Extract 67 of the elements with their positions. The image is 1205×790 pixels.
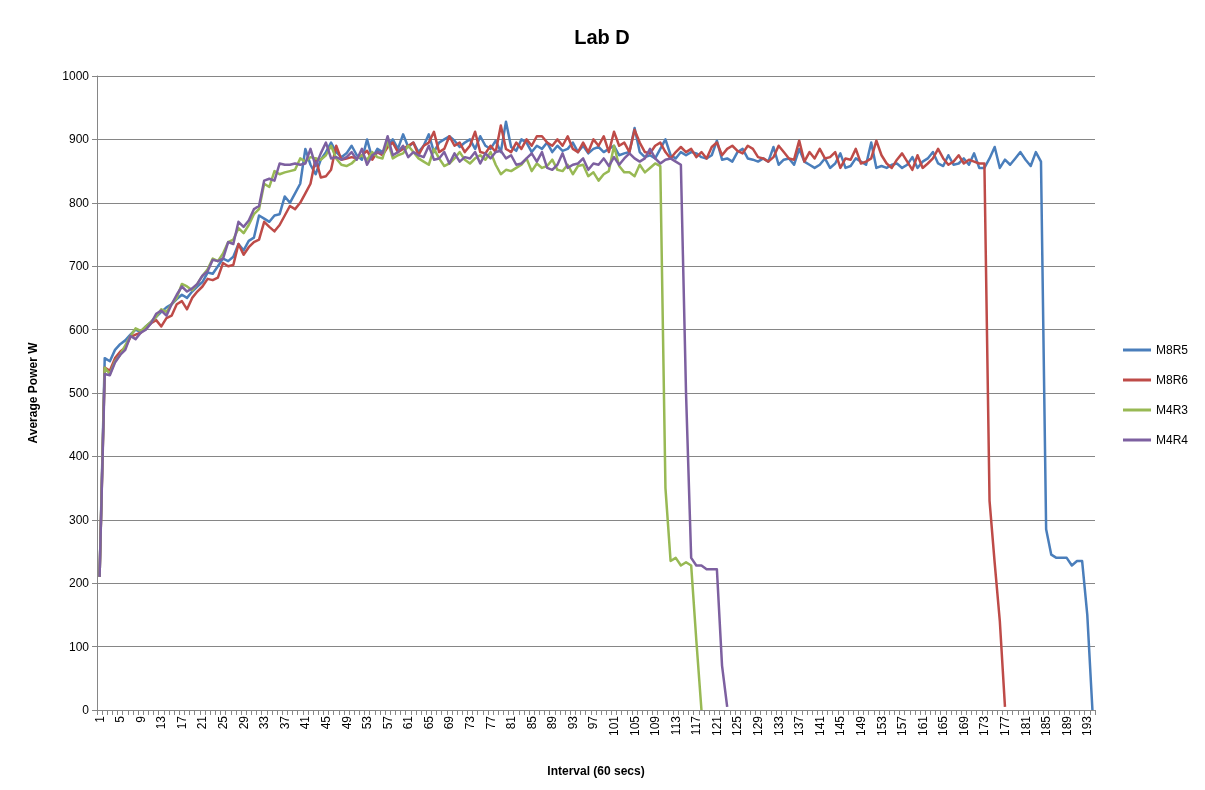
x-tick-label: 193	[1080, 715, 1095, 737]
x-tick-label: 105	[627, 715, 642, 737]
y-tick-label: 200	[68, 576, 90, 591]
x-tick-label: 101	[607, 715, 622, 737]
x-tick-label: 109	[648, 715, 663, 737]
x-tick-label: 45	[318, 715, 333, 730]
x-tick-label: 53	[360, 715, 375, 730]
x-tick-label: 21	[195, 715, 210, 730]
x-axis-title: Interval (60 secs)	[547, 764, 645, 778]
x-tick-label: 145	[833, 715, 848, 737]
x-tick-label: 141	[812, 715, 827, 737]
y-tick-label: 300	[68, 512, 90, 527]
x-tick-label: 117	[689, 715, 704, 736]
legend-label: M8R6	[1155, 373, 1189, 387]
x-tick-label: 181	[1018, 715, 1033, 737]
legend-label: M4R3	[1155, 403, 1189, 417]
x-tick-label: 93	[565, 715, 580, 730]
x-tick-label: 61	[401, 715, 416, 730]
x-tick-label: 133	[771, 715, 786, 737]
legend-label: M8R5	[1155, 343, 1189, 357]
x-tick-label: 157	[895, 715, 910, 737]
x-tick-label: 149	[853, 715, 868, 737]
x-tick-label: 1	[92, 715, 107, 723]
x-tick-label: 85	[524, 715, 539, 730]
x-tick-label: 5	[113, 715, 128, 723]
x-tick-label: 125	[730, 715, 745, 737]
x-tick-label: 25	[216, 715, 231, 730]
x-tick-label: 81	[504, 715, 519, 730]
y-tick-label: 500	[68, 386, 90, 400]
x-tick-label: 33	[257, 715, 272, 730]
x-tick-label: 169	[956, 715, 971, 737]
y-tick-label: 800	[68, 195, 90, 210]
x-tick-label: 153	[874, 715, 889, 737]
y-tick-label: 1000	[62, 69, 90, 83]
chart-title: Lab D	[574, 26, 630, 48]
y-tick-label: 600	[68, 322, 90, 337]
y-axis-title: Average Power W	[26, 341, 40, 444]
x-tick-label: 173	[977, 715, 992, 737]
x-tick-label: 137	[792, 715, 807, 737]
x-tick-label: 57	[380, 715, 395, 730]
y-tick-label: 700	[68, 259, 90, 274]
x-tick-label: 13	[154, 715, 169, 730]
x-tick-label: 129	[751, 715, 766, 737]
x-tick-label: 165	[936, 715, 951, 737]
x-tick-label: 77	[483, 715, 498, 730]
y-tick-label: 400	[68, 449, 90, 464]
x-tick-label: 41	[298, 715, 313, 730]
x-tick-label: 89	[545, 715, 560, 730]
x-tick-label: 69	[442, 715, 457, 730]
x-tick-label: 121	[709, 715, 724, 737]
x-tick-label: 161	[915, 715, 930, 737]
x-tick-label: 29	[236, 715, 251, 730]
x-tick-label: 49	[339, 715, 354, 730]
x-tick-label: 37	[277, 715, 292, 730]
x-tick-label: 185	[1039, 715, 1054, 737]
y-tick-label: 0	[82, 703, 90, 717]
x-tick-label: 73	[462, 715, 477, 730]
x-tick-label: 65	[421, 715, 436, 730]
y-tick-label: 100	[68, 639, 90, 654]
x-tick-label: 177	[997, 715, 1012, 737]
x-tick-label: 9	[133, 715, 148, 723]
legend-label: M4R4	[1155, 433, 1189, 447]
x-tick-label: 97	[586, 715, 601, 730]
x-tick-label: 113	[668, 715, 683, 736]
x-tick-label: 17	[174, 715, 189, 730]
y-tick-label: 900	[68, 132, 90, 147]
x-tick-label: 189	[1059, 715, 1074, 737]
